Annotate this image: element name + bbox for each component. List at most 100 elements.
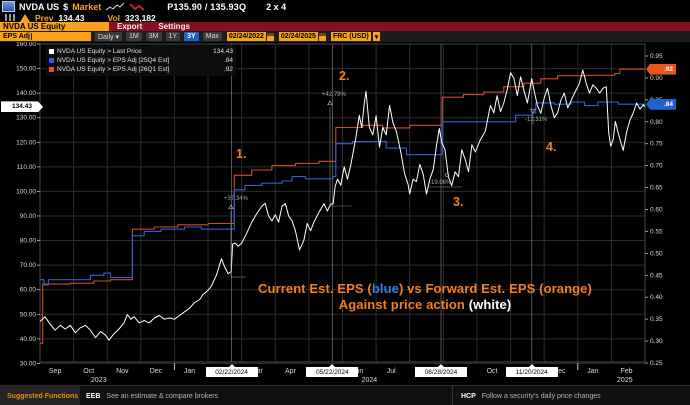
right-axis-label: 0.70 <box>650 163 663 170</box>
caption-segment: blue <box>371 281 399 296</box>
right-axis-label: 0.65 <box>650 185 663 192</box>
caption-segment: ) <box>587 281 592 296</box>
month-label: Nov <box>116 368 129 375</box>
right-axis-label: 0.40 <box>650 294 663 301</box>
currency-symbol: $ <box>63 1 69 12</box>
left-axis-label: 70.00 <box>20 262 37 269</box>
status-item-eeb[interactable]: EEB See an estimate & compare brokers <box>86 392 219 400</box>
price-line <box>39 69 646 341</box>
white-swatch-icon <box>49 49 54 54</box>
month-label: Sep <box>49 368 62 375</box>
annotation-number: 3. <box>453 195 464 209</box>
mini-chart-icon[interactable] <box>5 14 15 21</box>
annotation-number: 4. <box>546 140 557 154</box>
legend-item-eps-current[interactable]: NVDA US Equity > EPS Adj [25Q4 Est] .84 <box>49 56 233 65</box>
calendar-icon[interactable] <box>318 32 326 41</box>
chart-area[interactable]: 160.00 150.00 140.00 130.00 120.00 110.00 100.… <box>0 42 690 385</box>
chart-canvas[interactable]: 160.00 150.00 140.00 130.00 120.00 110.00 100.… <box>0 42 690 385</box>
right-axis-label: 0.30 <box>650 338 663 345</box>
prev-value: 134.43 <box>58 12 85 23</box>
caption-segment: orange <box>543 281 588 296</box>
security-input[interactable]: NVDA US Equity <box>0 22 109 31</box>
source-dropdown[interactable]: FRC (USD) <box>330 32 371 41</box>
blue-swatch-icon <box>49 58 54 63</box>
range-button-max[interactable]: Max <box>202 32 222 41</box>
month-label: Apr <box>285 368 297 375</box>
export-button[interactable]: Export <box>117 22 143 31</box>
eps-current-line <box>40 101 646 286</box>
right-axis-label: 0.80 <box>650 119 663 126</box>
caption-line-1: Current Est. EPS (blue) vs Forward Est. … <box>190 281 660 297</box>
annotation-number: 1. <box>236 147 247 161</box>
status-bar: Suggested Functions EEB See an estimate … <box>0 385 690 405</box>
plot-border <box>39 43 646 363</box>
month-label: Dec <box>150 368 163 375</box>
chart-legend: NVDA US Equity > Last Price 134.43 NVDA … <box>46 45 236 76</box>
range-button-1y[interactable]: 1Y <box>165 32 181 41</box>
calendar-icon[interactable] <box>266 32 274 41</box>
last-price-badge: 134.43 <box>1 101 43 113</box>
left-axis-label: 120.00 <box>16 139 36 146</box>
field-input[interactable]: EPS Adj <box>0 32 91 41</box>
vol-label: Vol <box>107 12 121 23</box>
left-axis-label: 150.00 <box>16 66 36 73</box>
chevron-down-icon[interactable]: ▾ <box>372 32 381 41</box>
left-axis-label: 130.00 <box>16 115 36 122</box>
eps-current-badge: .84 <box>646 98 676 110</box>
left-axis-label: 50.00 <box>20 311 37 318</box>
left-axis-label: 110.00 <box>17 164 37 171</box>
caption-segment: (white) <box>468 297 512 312</box>
left-axis-label: 30.00 <box>20 360 37 367</box>
left-axis-label: 160.00 <box>16 42 36 48</box>
triangle-up-marker-icon <box>228 204 234 210</box>
settings-button[interactable]: Settings <box>158 22 190 31</box>
bid-ask-quote: P135.90 / 135.93Q <box>167 1 247 12</box>
percent-change-label: -12.31% <box>525 117 548 123</box>
month-label: Oct <box>487 368 498 375</box>
orange-swatch-icon <box>49 67 54 72</box>
left-axis-label: 90.00 <box>20 213 37 220</box>
right-axis-label: 0.75 <box>650 141 663 148</box>
legend-item-last-price[interactable]: NVDA US Equity > Last Price 134.43 <box>49 47 233 56</box>
range-button-3m[interactable]: 3M <box>145 32 162 41</box>
subtitle-row: Prev 134.43 Vol 323,182 <box>0 12 690 23</box>
range-button-1m[interactable]: 1M <box>126 32 142 41</box>
legend-item-eps-forward[interactable]: NVDA US Equity > EPS Adj [26Q1 Est] .92 <box>49 65 233 74</box>
right-axis-label: 0.45 <box>650 272 663 279</box>
date-to-input[interactable]: 02/24/2025 <box>278 32 318 41</box>
right-axis-label: 0.55 <box>650 228 663 235</box>
left-axis-label: 40.00 <box>20 336 37 343</box>
annotation-number: 2. <box>339 69 350 83</box>
lot-size: 2 x 4 <box>266 1 287 12</box>
prev-label: Prev <box>35 12 54 23</box>
market-status: Market <box>72 1 102 12</box>
left-axis-label: 60.00 <box>20 287 37 294</box>
period-dropdown[interactable]: Daily ▾ <box>95 32 123 41</box>
month-label: Jan <box>587 368 598 375</box>
triangle-up-marker-icon <box>327 100 333 106</box>
month-label: Oct <box>83 368 94 375</box>
month-label: Dec <box>553 368 566 375</box>
vol-value: 323,182 <box>125 12 156 23</box>
title-row: NVDA US $ Market P135.90 / 135.93Q 2 x 4 <box>0 0 690 13</box>
left-axis-label: 80.00 <box>20 238 37 245</box>
status-item-hcp[interactable]: HCP Follow a security's daily price chan… <box>452 386 601 405</box>
year-label: 2024 <box>362 377 378 384</box>
ticker-symbol: NVDA US <box>19 1 60 12</box>
suggested-functions-label: Suggested Functions <box>0 386 80 405</box>
date-from-input[interactable]: 02/24/2022 <box>226 32 266 41</box>
triangle-down-marker-icon <box>530 108 536 114</box>
range-button-3y[interactable]: 3Y <box>184 32 199 41</box>
eps-forward-badge: .92 <box>646 63 676 75</box>
function-ribbon: NVDA US Equity Export Settings <box>0 22 690 31</box>
chart-caption: Current Est. EPS (blue) vs Forward Est. … <box>190 281 660 313</box>
window-menu-icon[interactable] <box>2 1 15 12</box>
earnings-date-box: 11/20/2024 <box>505 364 558 377</box>
alert-triangle-icon[interactable] <box>20 13 30 22</box>
left-axis-label: 140.00 <box>16 90 36 97</box>
chart-toolbar: EPS Adj Daily ▾ 1M 3M 1Y 3Y Max 02/24/20… <box>0 31 690 42</box>
right-axis-label: 0.95 <box>650 53 663 60</box>
month-label: Feb <box>620 368 632 375</box>
earnings-date-box: 05/22/2024 <box>306 364 359 377</box>
caption-segment: ) vs Forward Est. EPS ( <box>398 281 544 296</box>
